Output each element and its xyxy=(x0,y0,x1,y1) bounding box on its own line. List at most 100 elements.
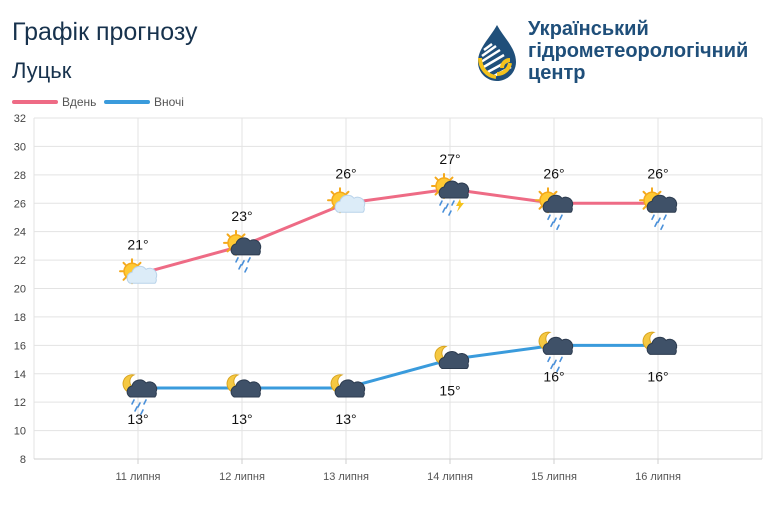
weather-icon-moon-cloud xyxy=(642,331,678,355)
x-tick-label: 15 липня xyxy=(531,471,577,483)
dark-cloud xyxy=(438,180,470,199)
night-temp-label: 13° xyxy=(127,411,148,427)
dark-cloud xyxy=(334,379,366,398)
x-tick-label: 16 липня xyxy=(635,471,681,483)
rain-drop xyxy=(547,214,551,221)
sun-ray xyxy=(642,190,647,195)
weather-icon-sun-cloud-rain xyxy=(535,187,574,231)
y-tick-label: 30 xyxy=(14,141,26,153)
weather-icon-sun-cloud-rain xyxy=(223,229,262,273)
night-temp-label: 16° xyxy=(543,368,564,384)
night-temp-label: 16° xyxy=(647,368,668,384)
y-tick-label: 16 xyxy=(14,340,26,352)
rain-drop xyxy=(140,409,144,415)
rain-drop xyxy=(553,217,557,224)
rain-drop xyxy=(559,214,563,221)
weather-icon-sun-cloud xyxy=(327,187,366,214)
y-tick-label: 22 xyxy=(14,255,26,267)
sun-ray xyxy=(538,190,543,195)
sun-ray xyxy=(122,276,127,281)
dark-cloud xyxy=(126,379,158,398)
rain-drop xyxy=(550,221,554,228)
dark-cloud xyxy=(438,351,470,370)
y-tick-label: 20 xyxy=(14,284,26,296)
y-tick-label: 18 xyxy=(14,312,26,324)
org-name: Український гідрометеорологічний центр xyxy=(528,18,748,84)
weather-icon-moon-cloud-rain xyxy=(122,374,158,415)
sun-ray xyxy=(553,190,558,195)
rain-drop xyxy=(448,210,452,216)
x-tick-label: 13 липня xyxy=(323,471,369,483)
sun-ray xyxy=(449,176,454,181)
weather-icon-moon-cloud-rain xyxy=(538,331,574,373)
y-tick-label: 8 xyxy=(20,454,26,466)
rain-drop xyxy=(657,217,661,224)
x-tick-label: 11 липня xyxy=(115,471,160,483)
rain-drop xyxy=(451,200,455,206)
rain-drop xyxy=(247,257,251,263)
sun-ray xyxy=(137,261,142,266)
rain-drop xyxy=(550,363,554,370)
rain-drop xyxy=(244,267,248,273)
rain-drop xyxy=(556,224,560,231)
org-name-line-2: гідрометеорологічний xyxy=(528,40,749,62)
night-series-line xyxy=(138,343,658,390)
rain-drop xyxy=(143,399,147,405)
rain-drop xyxy=(238,264,242,270)
y-tick-label: 32 xyxy=(14,113,26,125)
weather-icon-sun-cloud-storm xyxy=(431,173,470,216)
weather-icon-moon-cloud xyxy=(330,374,366,398)
day-temp-label: 26° xyxy=(543,165,564,181)
sun-ray xyxy=(538,205,543,210)
weather-icon-moon-cloud xyxy=(226,374,262,398)
sun-ray xyxy=(122,261,127,266)
dark-cloud xyxy=(230,237,262,256)
chart-title: Графік прогнозу xyxy=(12,18,198,46)
y-tick-label: 28 xyxy=(14,170,26,182)
ukrhydromet-logo-icon xyxy=(478,25,516,81)
x-tick-label: 12 липня xyxy=(219,471,265,483)
rain-drop xyxy=(651,214,655,221)
night-temp-label: 13° xyxy=(231,411,252,427)
day-temp-label: 26° xyxy=(647,165,668,181)
rain-drop xyxy=(131,399,135,405)
sun-ray xyxy=(330,205,335,210)
y-tick-label: 12 xyxy=(14,397,26,409)
weather-icon-moon-cloud xyxy=(434,345,470,370)
y-tick-label: 26 xyxy=(14,198,26,210)
rain-drop xyxy=(547,356,551,363)
org-name-line-3: центр xyxy=(528,62,586,84)
rain-drop xyxy=(442,207,446,213)
sun-ray xyxy=(226,248,231,253)
lightning-bolt xyxy=(456,199,464,213)
weather-icon-sun-cloud xyxy=(119,258,158,285)
rain-drop xyxy=(241,260,245,266)
dark-cloud xyxy=(646,336,678,355)
light-cloud xyxy=(334,194,366,213)
rain-drop xyxy=(235,257,239,263)
sun-ray xyxy=(345,190,350,195)
sun-ray xyxy=(330,190,335,195)
x-tick-label: 14 липня xyxy=(427,471,473,483)
day-temp-label: 27° xyxy=(439,151,460,167)
sun-ray xyxy=(434,176,439,181)
sun-ray xyxy=(434,191,439,196)
city-name: Луцьк xyxy=(12,58,72,83)
sun-ray xyxy=(657,190,662,195)
rain-drop xyxy=(660,224,664,231)
sun-ray xyxy=(241,233,246,238)
sun-ray xyxy=(642,205,647,210)
dark-cloud xyxy=(230,379,262,398)
dark-cloud xyxy=(542,336,574,355)
dark-cloud xyxy=(542,194,574,213)
night-temp-label: 15° xyxy=(439,383,460,399)
rain-drop xyxy=(445,203,449,209)
y-tick-label: 24 xyxy=(14,227,26,239)
sun-ray xyxy=(226,233,231,238)
rain-drop xyxy=(137,402,141,408)
day-temp-label: 21° xyxy=(127,236,148,252)
rain-drop xyxy=(654,221,658,228)
y-tick-label: 10 xyxy=(14,426,26,438)
weather-icon-sun-cloud-rain xyxy=(639,187,678,231)
